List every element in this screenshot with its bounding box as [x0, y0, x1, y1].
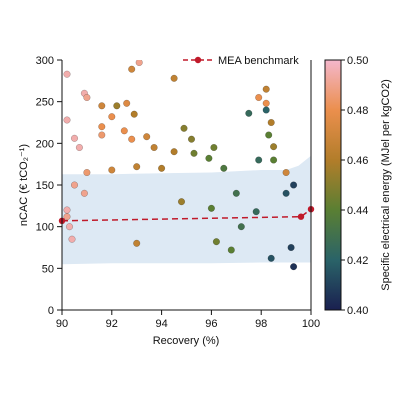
colorbar-label: Specific electrical energy (MJel per kgC…	[380, 79, 392, 291]
colorbar	[324, 59, 342, 311]
y-tick-label-100: 100	[36, 222, 54, 234]
colorbar-tick-label-1: 0.42	[347, 255, 368, 267]
scatter-point-10	[135, 60, 143, 67]
x-axis-label: Recovery (%)	[153, 335, 220, 347]
scatter-point-22	[187, 135, 196, 143]
colorbar-tick-label-3: 0.46	[347, 155, 368, 167]
scatter-point-41	[158, 164, 166, 172]
scatter-point-33	[265, 131, 273, 139]
y-tick-label-50: 50	[42, 263, 54, 275]
scatter-point-49	[68, 235, 76, 243]
scatter-point-50	[63, 213, 71, 221]
y-tick-label-300: 300	[36, 55, 54, 67]
scatter-point-32	[267, 118, 275, 127]
x-tick-label-92: 92	[106, 318, 118, 330]
scatter-point-25	[210, 143, 218, 152]
scatter-point-53	[227, 246, 235, 254]
scatter-point-29	[262, 85, 270, 93]
scatter-point-4	[70, 134, 79, 142]
scatter-point-56	[290, 263, 298, 271]
scatter-point-27	[245, 109, 253, 117]
scatter-point-8	[98, 131, 106, 139]
y-tick-label-250: 250	[36, 97, 54, 109]
scatter-point-57	[287, 243, 295, 252]
scatter-point-2	[83, 93, 91, 102]
y-tick-label-0: 0	[48, 305, 54, 317]
scatter-point-47	[63, 206, 71, 214]
scatter-point-11	[113, 102, 121, 110]
legend-label: MEA benchmark	[218, 55, 299, 67]
scatter-point-23	[190, 149, 198, 157]
scatter-point-21	[170, 148, 178, 156]
y-tick-label-150: 150	[36, 180, 54, 192]
scatter-point-26	[220, 164, 228, 172]
x-tick-label-90: 90	[56, 318, 68, 330]
colorbar-tick-label-2: 0.44	[347, 205, 368, 217]
scatter-point-59	[207, 204, 215, 212]
scatter-point-34	[270, 143, 278, 151]
scatter-point-52	[212, 238, 220, 246]
scatter-point-7	[98, 123, 106, 131]
legend-marker	[194, 56, 202, 64]
scatter-point-44	[83, 168, 91, 177]
benchmark-marker-1	[297, 213, 305, 220]
x-tick-label-94: 94	[155, 318, 167, 330]
scatter-point-9	[128, 65, 136, 73]
scatter-point-14	[130, 110, 138, 118]
scatter-point-38	[282, 168, 290, 177]
scatter-point-35	[270, 156, 278, 164]
colorbar-tick-label-0: 0.40	[347, 305, 368, 317]
scatter-point-42	[133, 163, 141, 171]
scatter-point-24	[205, 154, 213, 162]
uncertainty-band	[62, 155, 311, 265]
scatter-point-0	[63, 70, 71, 78]
scatter-point-28	[255, 93, 263, 102]
y-axis-label: nCAC (€ tCO₂⁻¹)	[18, 144, 30, 226]
scatter-point-18	[170, 74, 178, 82]
scatter-point-15	[120, 127, 128, 135]
scatter-point-31	[262, 106, 270, 114]
scatter-point-39	[290, 181, 298, 189]
colorbar-tick-label-4: 0.48	[347, 105, 368, 117]
scatter-point-55	[267, 254, 275, 262]
scatter-point-20	[180, 124, 188, 132]
scatter-point-36	[255, 156, 263, 164]
scatter-point-30	[262, 99, 270, 107]
scatter-point-12	[123, 99, 131, 107]
scatter-point-5	[75, 143, 83, 152]
scatter-point-46	[80, 189, 88, 197]
x-tick-label-96: 96	[205, 318, 217, 330]
scatter-point-17	[143, 133, 151, 141]
x-tick-label-98: 98	[255, 318, 267, 330]
scatter-point-37	[232, 189, 240, 197]
colorbar-tick-label-5: 0.50	[347, 55, 368, 67]
scatter-point-40	[282, 189, 290, 197]
y-tick-label-200: 200	[36, 138, 54, 150]
scatter-point-48	[65, 223, 74, 231]
scatter-point-16	[128, 135, 136, 143]
scatter-point-58	[252, 208, 260, 216]
scatter-point-54	[237, 223, 245, 231]
scatter-point-3	[63, 116, 71, 124]
scatter-point-19	[150, 143, 158, 152]
scatter-point-13	[108, 113, 116, 121]
scatter-point-60	[177, 198, 186, 206]
scatter-point-43	[108, 166, 116, 174]
scatter-point-51	[133, 239, 141, 247]
x-tick-label-100: 100	[302, 318, 320, 330]
scatter-point-45	[70, 181, 79, 189]
scatter-point-6	[98, 102, 106, 110]
